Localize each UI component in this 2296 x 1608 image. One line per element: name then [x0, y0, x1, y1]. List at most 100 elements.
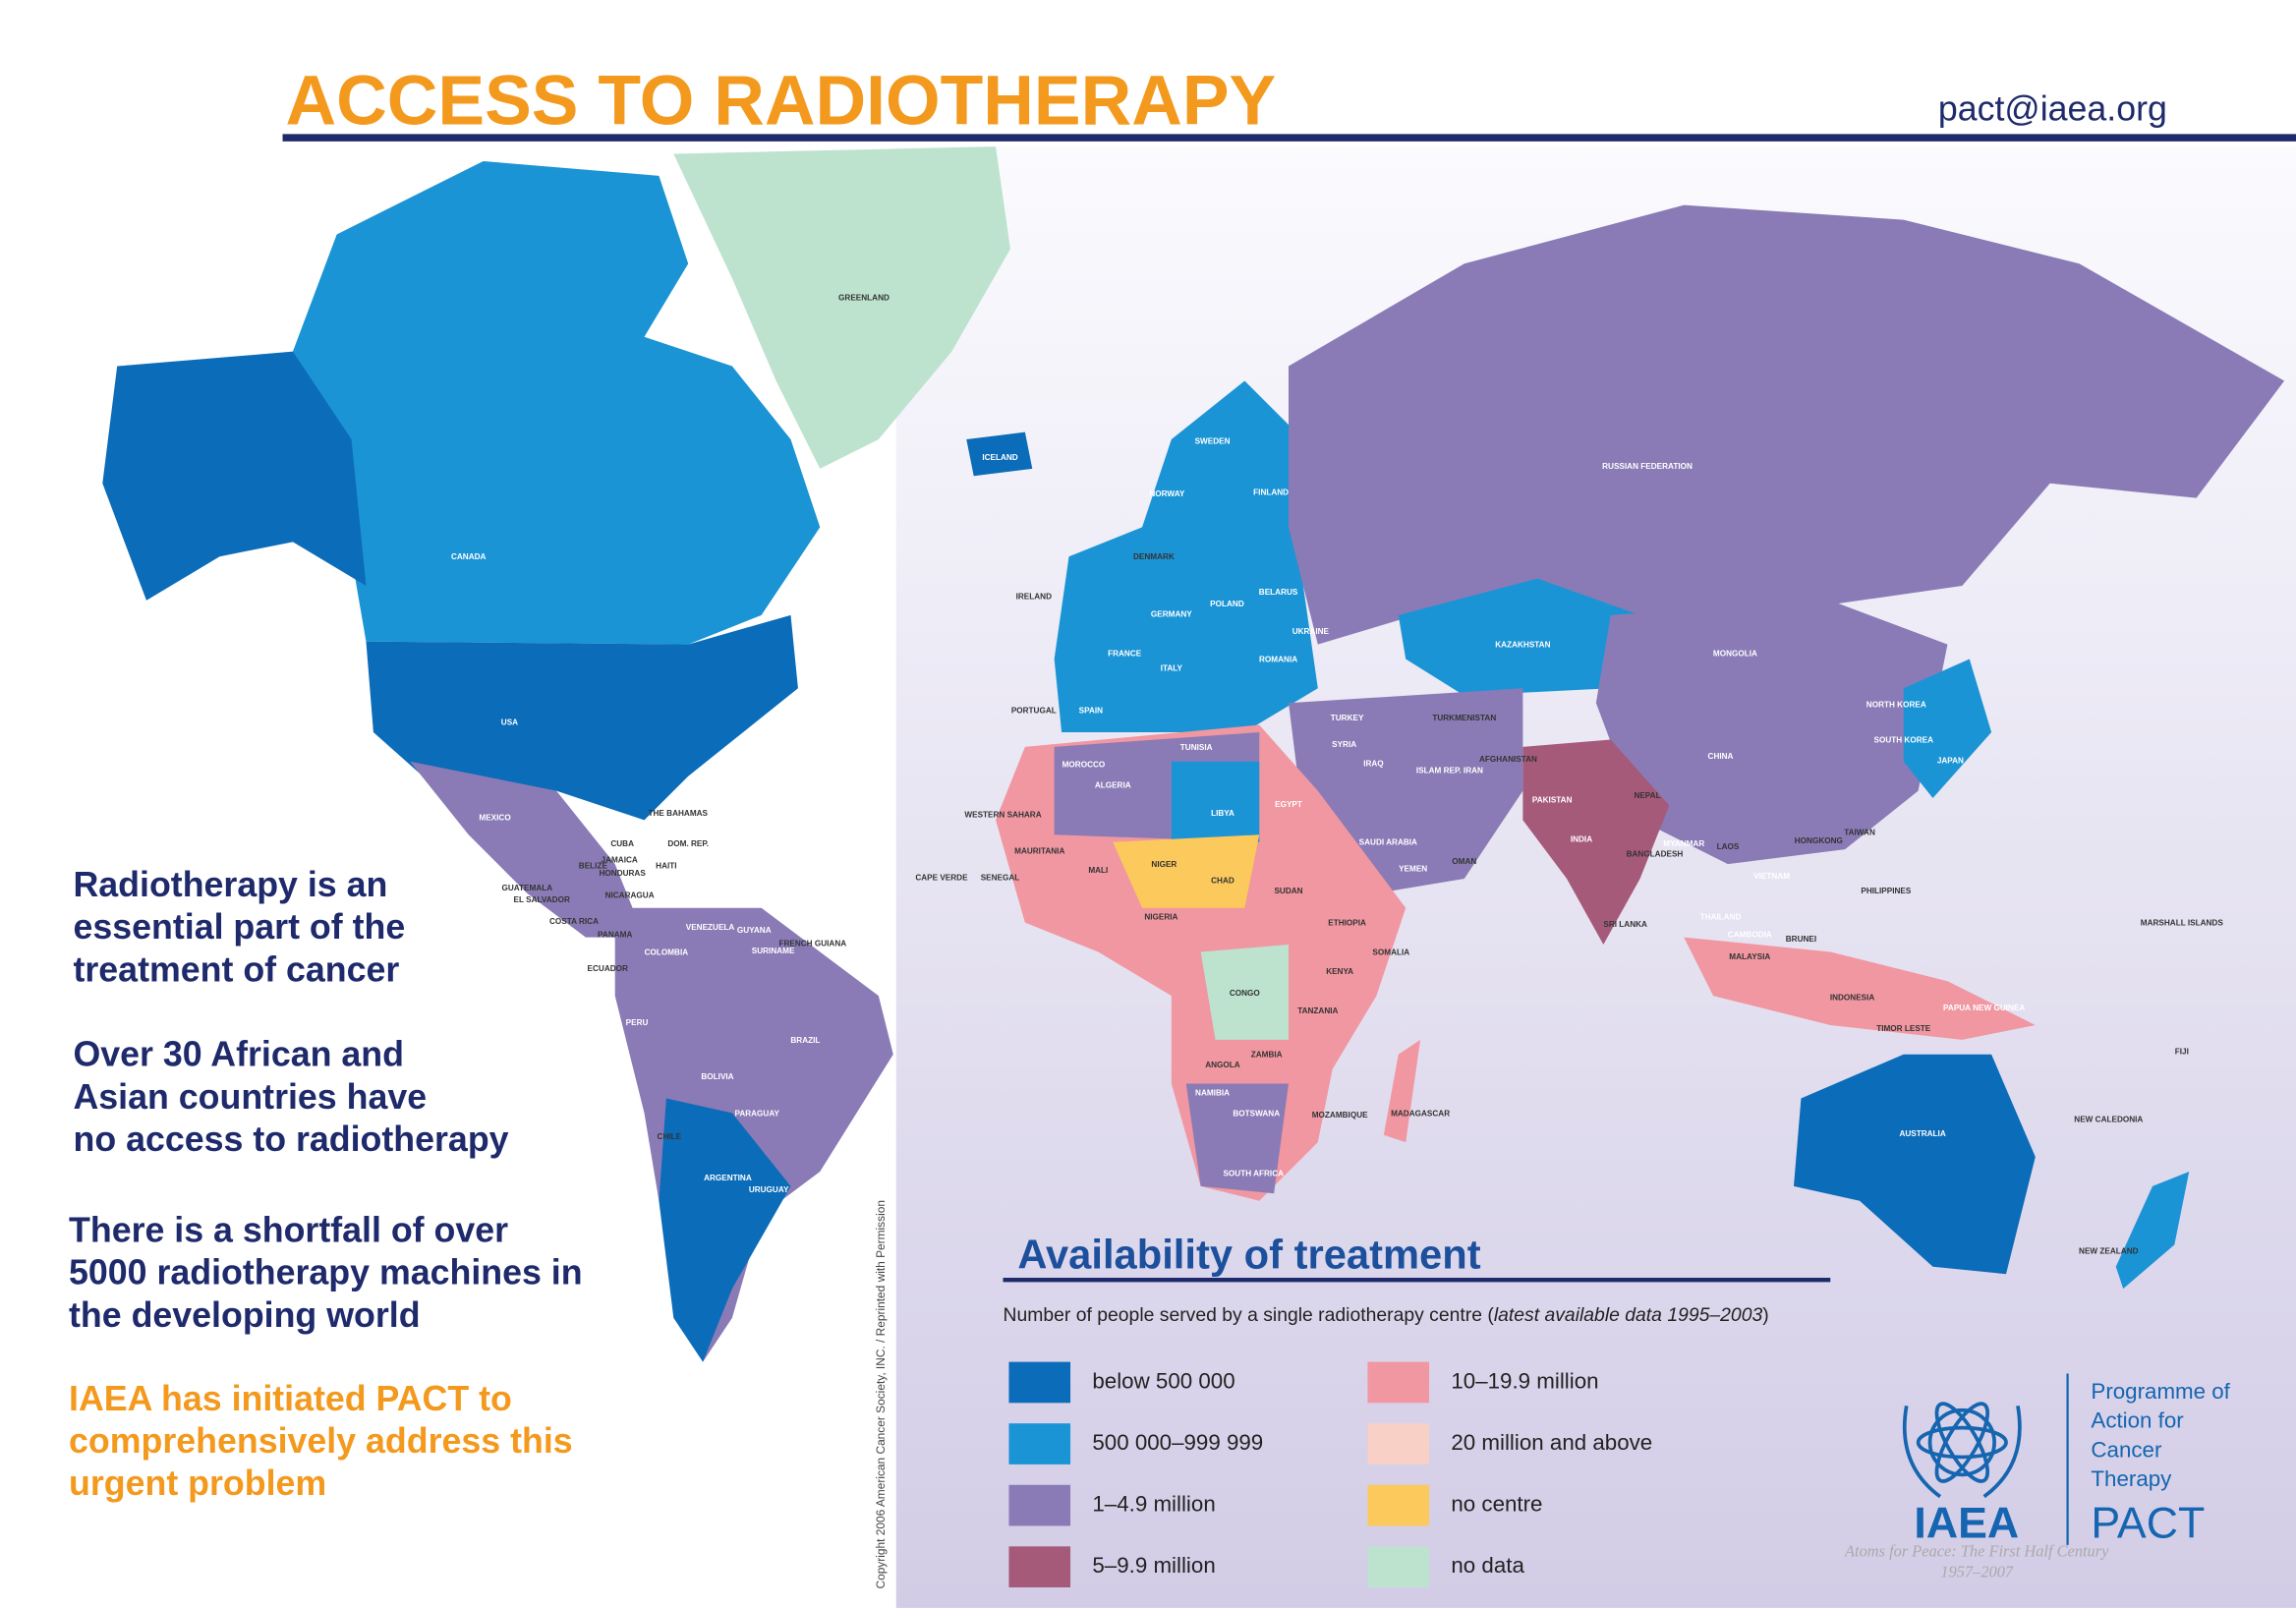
country-label: INDIA — [1571, 835, 1592, 844]
india — [1522, 739, 1670, 946]
legend-label: 10–19.9 million — [1451, 1368, 1598, 1393]
country-label: CAMBODIA — [1728, 931, 1772, 940]
message-line: Radiotherapy is an — [73, 865, 387, 904]
country-label: PORTUGAL — [1011, 707, 1057, 716]
message-line: essential part of the — [73, 907, 405, 947]
congo — [1200, 945, 1290, 1040]
legend-swatch — [1008, 1361, 1071, 1404]
legend-swatch — [1367, 1484, 1430, 1526]
country-label: NICARAGUA — [605, 890, 655, 899]
country-label: KAZAKHSTAN — [1495, 641, 1550, 650]
country-label: BRUNEI — [1786, 935, 1816, 944]
australia — [1794, 1054, 2036, 1275]
legend-label: no centre — [1451, 1492, 1542, 1517]
message-line: There is a shortfall of over — [69, 1210, 508, 1249]
country-label: MALI — [1088, 866, 1108, 875]
country-label: NEW ZEALAND — [2079, 1246, 2139, 1255]
country-label: AFGHANISTAN — [1479, 755, 1537, 764]
legend-label: below 500 000 — [1092, 1368, 1234, 1393]
country-label: SAUDI ARABIA — [1359, 838, 1417, 847]
country-label: INDONESIA — [1830, 994, 1875, 1003]
country-label: GERMANY — [1151, 609, 1192, 618]
message-line: Asian countries have — [73, 1077, 427, 1117]
country-label: ITALY — [1161, 663, 1183, 672]
country-label: CAPE VERDE — [915, 873, 968, 882]
country-label: NORTH KOREA — [1866, 701, 1926, 710]
country-labels: GREENLAND CANADA USA MEXICO THE BAHAMAS CUBA D… — [451, 294, 2223, 1256]
kazakhstan — [1398, 578, 1640, 696]
country-label: BRAZIL — [790, 1036, 820, 1045]
country-label: MYANMAR — [1663, 839, 1704, 848]
country-label: BANGLADESH — [1627, 850, 1684, 859]
country-label: OMAN — [1452, 857, 1476, 866]
program-line: Therapy — [2091, 1466, 2172, 1491]
country-label: PAKISTAN — [1532, 796, 1573, 805]
country-label: SOUTH AFRICA — [1223, 1169, 1284, 1177]
country-label: SYRIA — [1332, 740, 1356, 749]
country-label: PERU — [626, 1018, 649, 1027]
legend-label: 500 000–999 999 — [1092, 1430, 1263, 1455]
country-label: THAILAND — [1700, 913, 1742, 922]
legend-swatch — [1367, 1423, 1430, 1464]
country-label: MARSHALL ISLANDS — [2141, 919, 2224, 928]
legend-swatch — [1008, 1546, 1071, 1588]
email: pact@iaea.org — [1938, 88, 2167, 128]
usa — [366, 614, 798, 821]
program-name: Programme of Action for Cancer Therapy — [2091, 1379, 2230, 1491]
country-label: FRANCE — [1108, 650, 1142, 659]
new-zealand — [2115, 1171, 2190, 1290]
country-label: NIGER — [1151, 860, 1177, 869]
title: ACCESS TO RADIOTHERAPY — [286, 62, 1277, 141]
country-label: KENYA — [1326, 967, 1353, 976]
country-label: BOLIVIA — [701, 1072, 733, 1081]
country-label: YEMEN — [1399, 865, 1427, 874]
country-label: FIJI — [2175, 1048, 2189, 1057]
iaea-emblem — [1902, 1402, 2022, 1499]
copyright: Copyright 2006 American Cancer Society, … — [874, 1200, 888, 1589]
greenland — [673, 146, 1010, 469]
indonesia — [1684, 937, 2036, 1040]
country-label: NEW CALEDONIA — [2074, 1115, 2143, 1123]
message-line: treatment of cancer — [73, 949, 399, 989]
country-label: MAURITANIA — [1014, 847, 1064, 856]
country-label: THE BAHAMAS — [649, 809, 709, 818]
country-label: SRI LANKA — [1603, 920, 1647, 929]
country-label: ETHIOPIA — [1328, 919, 1366, 928]
madagascar — [1383, 1039, 1421, 1143]
country-label: AUSTRALIA — [1899, 1129, 1945, 1138]
program-line: Action for — [2091, 1408, 2184, 1433]
country-label: MONGOLIA — [1713, 650, 1757, 659]
country-label: VIETNAM — [1753, 872, 1790, 881]
country-label: TURKEY — [1331, 714, 1364, 722]
africa — [996, 724, 1406, 1201]
message-line: comprehensively address this — [69, 1421, 573, 1461]
country-label: TAIWAN — [1844, 828, 1875, 836]
country-label: MOROCCO — [1062, 761, 1106, 770]
country-label: GUATEMALA — [501, 884, 552, 892]
country-label: COLOMBIA — [645, 948, 689, 956]
message-line: no access to radiotherapy — [73, 1120, 508, 1159]
country-label: TIMOR LESTE — [1876, 1024, 1931, 1033]
country-label: IRAQ — [1363, 759, 1384, 768]
legend-label: no data — [1451, 1553, 1524, 1578]
country-label: SENEGAL — [981, 873, 1020, 882]
country-label: ICELAND — [982, 453, 1017, 462]
country-label: VENEZUELA — [686, 923, 735, 932]
subtitle-end: ) — [1762, 1304, 1768, 1326]
country-label: PHILIPPINES — [1861, 887, 1911, 895]
years: 1957–2007 — [1940, 1563, 2014, 1581]
libya — [1171, 761, 1260, 842]
country-label: HONGKONG — [1795, 836, 1843, 845]
country-label: PAPUA NEW GUINEA — [1943, 1004, 2025, 1012]
country-label: URUGUAY — [749, 1185, 789, 1194]
country-label: USA — [501, 718, 518, 727]
country-label: BOTSWANA — [1233, 1109, 1280, 1118]
legend-subtitle: Number of people served by a single radi… — [1004, 1304, 1769, 1326]
canada — [292, 160, 821, 645]
country-label: NIGERIA — [1144, 913, 1177, 922]
country-label: PARAGUAY — [734, 1109, 779, 1118]
country-label: JAPAN — [1937, 756, 1964, 765]
pact-acronym: PACT — [2091, 1499, 2205, 1547]
